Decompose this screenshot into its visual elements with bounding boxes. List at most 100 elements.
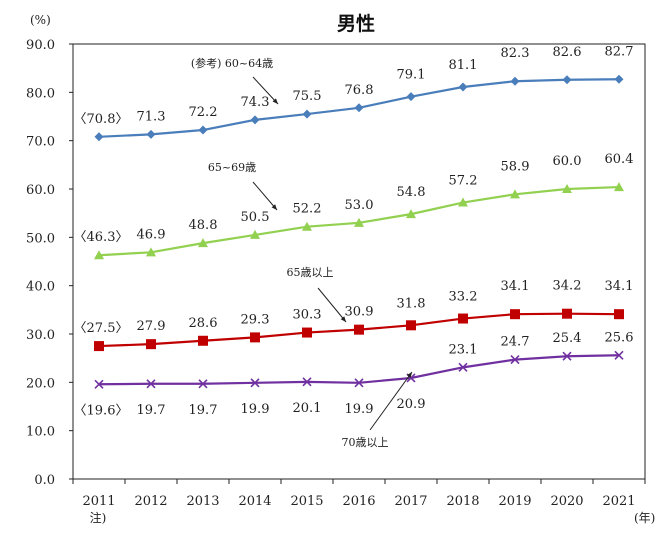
- series-line-3: [98, 354, 620, 386]
- data-point: [562, 184, 572, 193]
- data-point: [614, 182, 624, 192]
- data-point: [614, 309, 624, 320]
- series-annotation: 65歳以上: [287, 266, 334, 279]
- data-label: 82.6: [553, 45, 582, 60]
- data-label: 60.4: [605, 152, 634, 167]
- x-tick-label: 2021: [602, 494, 635, 509]
- category-note: 注): [90, 510, 107, 525]
- annotation-arrow: [252, 76, 279, 105]
- y-tick-label: 70.0: [26, 135, 55, 150]
- data-point: [250, 332, 260, 343]
- data-point: [198, 125, 208, 135]
- plot-frame: [72, 43, 646, 480]
- data-label: 76.8: [345, 83, 374, 98]
- data-label: 20.9: [397, 397, 426, 412]
- annotation-arrow: [317, 287, 347, 323]
- chart-title: 男性: [337, 12, 375, 35]
- data-label: 33.2: [449, 290, 478, 305]
- data-point: [614, 74, 624, 84]
- data-label: 48.8: [189, 218, 218, 233]
- data-label: 57.2: [449, 174, 478, 189]
- data-label: 19.9: [345, 402, 374, 417]
- data-label: 〈70.8〉: [74, 112, 129, 127]
- data-label: 50.5: [241, 210, 270, 225]
- series-annotation: 70歳以上: [342, 436, 389, 449]
- x-tick-label: 2016: [342, 494, 375, 509]
- data-point: [614, 350, 624, 360]
- data-point: [94, 341, 104, 352]
- series-annotation: (参考) 60~64歳: [191, 56, 273, 70]
- data-point: [510, 189, 520, 199]
- data-label: 19.7: [189, 403, 218, 418]
- x-tick-label: 2013: [186, 494, 219, 509]
- data-point: [94, 132, 104, 142]
- data-label: 53.0: [345, 198, 374, 213]
- data-point: [146, 379, 156, 389]
- arrow-head-icon: [340, 316, 346, 322]
- data-label: 52.2: [293, 202, 322, 217]
- x-tick-label: 2019: [498, 494, 531, 509]
- data-label: 71.3: [137, 109, 166, 124]
- data-point: [250, 115, 260, 125]
- data-point: [302, 109, 312, 119]
- data-label: 19.7: [137, 403, 166, 418]
- data-point: [510, 355, 520, 365]
- data-point: [562, 75, 572, 85]
- data-label: 34.2: [553, 279, 582, 294]
- y-tick-label: 90.0: [26, 38, 55, 53]
- data-label: 60.0: [553, 154, 582, 169]
- data-label: 30.3: [293, 308, 322, 323]
- annotation-arrow: [252, 181, 278, 211]
- data-label: 27.9: [137, 319, 166, 334]
- data-point: [458, 313, 468, 324]
- y-tick-label: 50.0: [26, 231, 55, 246]
- data-point: [458, 82, 468, 92]
- arrow-head-icon: [271, 204, 277, 210]
- y-tick-label: 40.0: [26, 280, 55, 295]
- data-label: 30.9: [345, 305, 374, 320]
- data-label: 〈19.6〉: [74, 403, 129, 418]
- annotation-arrow: [369, 371, 413, 431]
- x-tick-label: 2020: [550, 494, 583, 509]
- data-point: [94, 250, 104, 260]
- data-label: 79.1: [397, 68, 426, 83]
- data-point: [198, 238, 208, 248]
- data-label: 74.3: [241, 95, 270, 110]
- x-tick-label: 2012: [134, 494, 167, 509]
- data-label: 28.6: [189, 316, 218, 331]
- y-tick-label: 20.0: [26, 376, 55, 391]
- data-label: 24.7: [501, 335, 530, 350]
- data-point: [458, 362, 468, 372]
- y-tick-label: 80.0: [26, 86, 55, 101]
- data-point: [302, 327, 312, 338]
- data-point: [198, 379, 208, 389]
- data-label: 〈27.5〉: [74, 321, 129, 336]
- data-point: [354, 217, 364, 227]
- y-tick-label: 0.0: [34, 473, 55, 488]
- data-label: 75.5: [293, 89, 322, 104]
- data-label: 23.1: [449, 342, 478, 357]
- data-point: [146, 129, 156, 139]
- arrow-head-icon: [406, 372, 412, 378]
- data-label: 82.7: [605, 44, 634, 59]
- data-label: 72.2: [189, 105, 218, 120]
- data-point: [146, 247, 156, 257]
- y-axis-unit: (%): [30, 13, 51, 27]
- data-point: [458, 197, 468, 207]
- data-label: 58.9: [501, 159, 530, 174]
- data-point: [94, 379, 104, 389]
- data-point: [302, 221, 312, 231]
- data-point: [250, 378, 260, 388]
- data-label: 19.9: [241, 402, 270, 417]
- x-tick-label: 2015: [290, 494, 323, 509]
- data-label: 31.8: [397, 296, 426, 311]
- data-label: 29.3: [241, 312, 270, 327]
- data-point: [354, 378, 364, 388]
- y-tick-label: 30.0: [26, 328, 55, 343]
- data-label: 46.9: [137, 227, 166, 242]
- data-point: [354, 103, 364, 113]
- series-annotation: 65~69歳: [208, 161, 256, 174]
- data-label: 20.1: [293, 401, 322, 416]
